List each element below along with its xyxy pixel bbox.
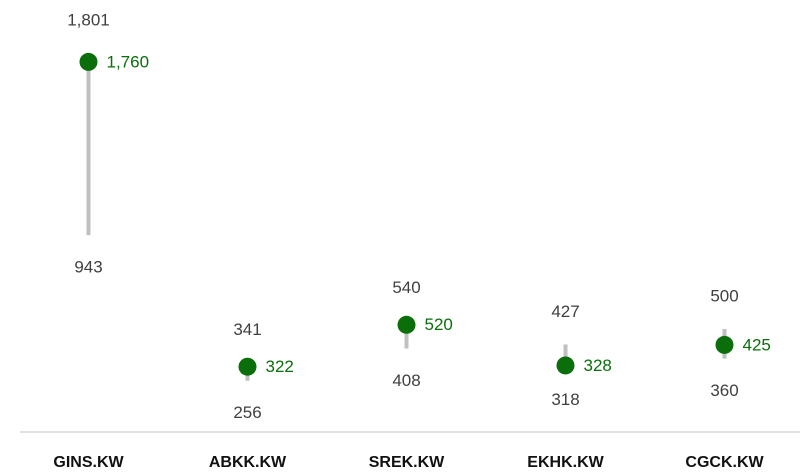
high-label: 540 bbox=[392, 278, 420, 297]
value-label: 322 bbox=[266, 357, 294, 376]
x-tick-label: CGCK.KW bbox=[685, 454, 764, 471]
value-label: 520 bbox=[425, 315, 453, 334]
high-label: 341 bbox=[233, 320, 261, 339]
high-label: 427 bbox=[551, 302, 579, 321]
range-bar bbox=[86, 53, 91, 236]
x-tick-label: ABKK.KW bbox=[209, 454, 287, 471]
low-label: 408 bbox=[392, 371, 420, 390]
range-bar bbox=[563, 344, 568, 368]
x-tick-label: SREK.KW bbox=[369, 454, 445, 471]
value-label: 328 bbox=[584, 356, 612, 375]
low-label: 943 bbox=[74, 258, 102, 277]
low-label: 256 bbox=[233, 403, 261, 422]
range-bar bbox=[404, 320, 409, 349]
x-tick-label: EKHK.KW bbox=[527, 454, 604, 471]
current-dot bbox=[715, 335, 734, 354]
low-label: 318 bbox=[551, 390, 579, 409]
value-label: 425 bbox=[743, 335, 771, 354]
low-label: 360 bbox=[710, 381, 738, 400]
value-label: 1,760 bbox=[107, 52, 150, 71]
x-tick-label: GINS.KW bbox=[53, 454, 124, 471]
current-dot bbox=[79, 52, 98, 71]
current-dot bbox=[238, 357, 257, 376]
current-dot bbox=[556, 356, 575, 375]
current-dot bbox=[397, 315, 416, 334]
high-label: 500 bbox=[710, 286, 738, 305]
high-label: 1,801 bbox=[67, 11, 110, 30]
